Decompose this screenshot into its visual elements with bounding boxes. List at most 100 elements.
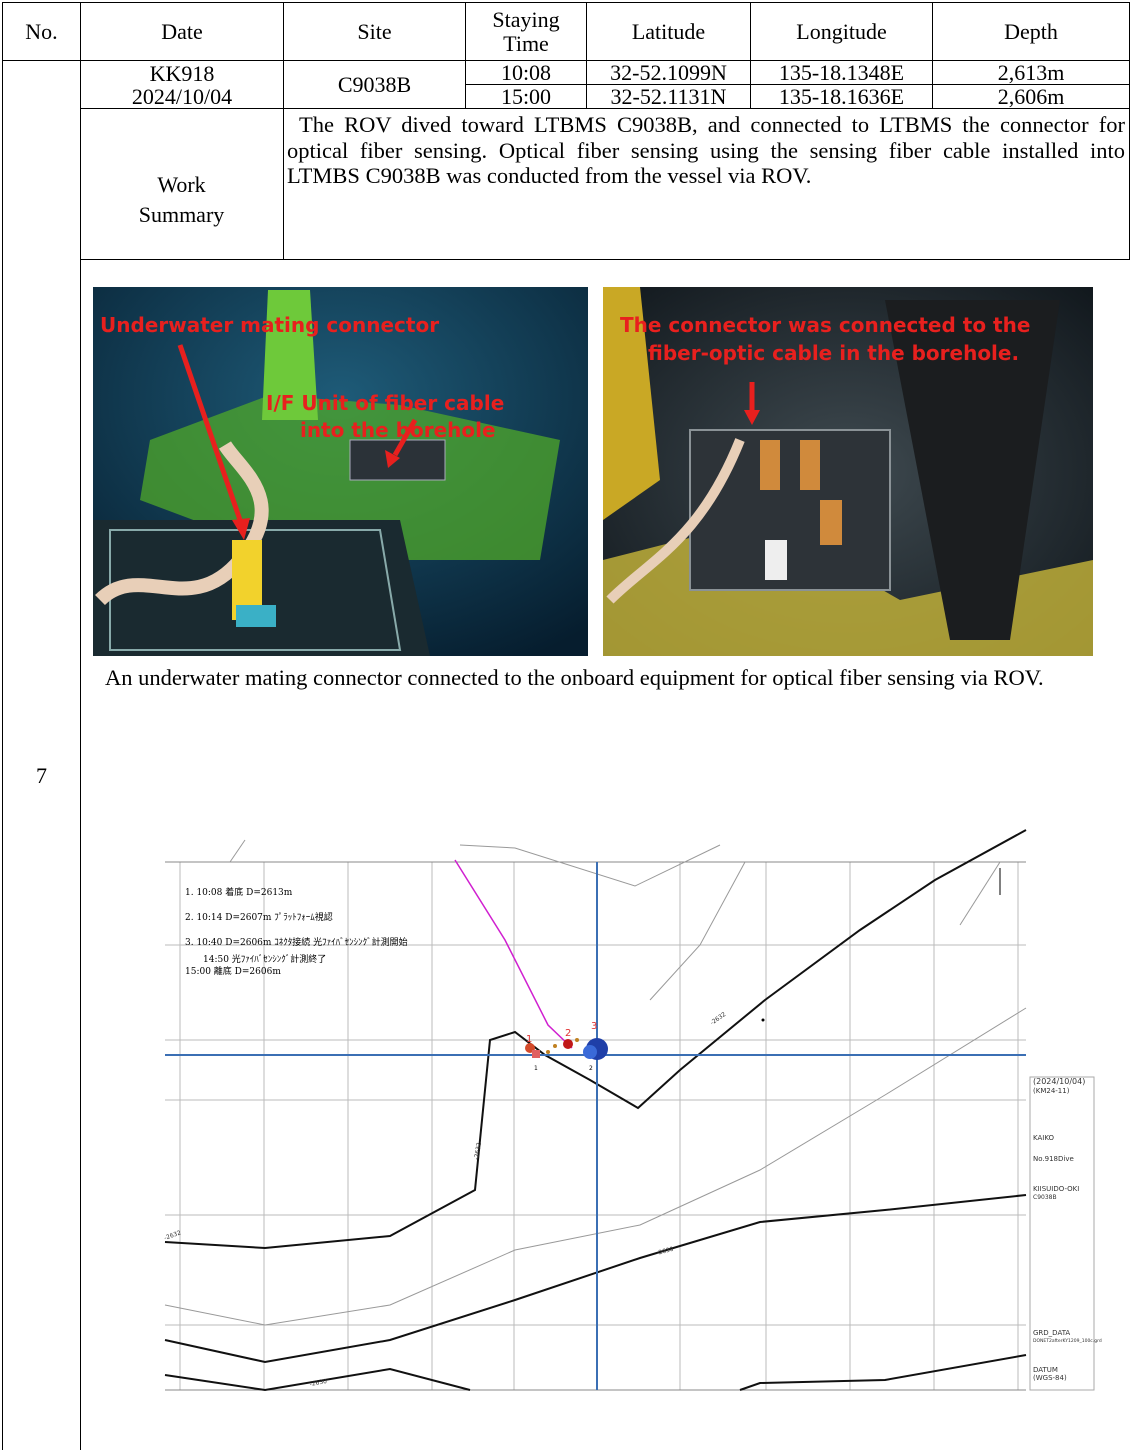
rule bbox=[80, 2, 81, 1450]
row-number: 7 bbox=[36, 762, 47, 788]
photo-label: fiber-optic cable in the borehole. bbox=[648, 341, 1019, 365]
shape bbox=[649, 861, 746, 1001]
shape bbox=[232, 518, 250, 540]
shape bbox=[760, 440, 780, 490]
legend-text: C9038B bbox=[1033, 1194, 1057, 1201]
shape bbox=[229, 839, 246, 863]
time: 15:00 bbox=[500, 84, 552, 109]
rule bbox=[80, 108, 1130, 109]
legend-box bbox=[1029, 1076, 1095, 1391]
rule bbox=[932, 2, 933, 108]
shape bbox=[765, 540, 787, 580]
map-note: 14:50 光ﾌｧｲﾊﾞｾﾝｼﾝｸﾞ計測終了 bbox=[203, 953, 326, 965]
rule bbox=[80, 259, 1130, 260]
shape bbox=[164, 1007, 1027, 1326]
contour-labels: -2632 -2632 -2632 -2630 -2630 bbox=[163, 1011, 727, 1388]
legend-text: (KM24-11) bbox=[1033, 1087, 1070, 1095]
shape bbox=[606, 438, 745, 604]
photo-label: into the borehole bbox=[300, 418, 496, 442]
map-note: 1. 10:08 着底 D=2613m bbox=[185, 886, 293, 898]
header-cell: No. bbox=[25, 19, 58, 44]
summary-label: Work Summary bbox=[138, 172, 225, 227]
contour-minor bbox=[164, 839, 1027, 1326]
shape bbox=[109, 529, 402, 651]
shape bbox=[603, 287, 660, 520]
depth: 2,606m bbox=[997, 84, 1065, 109]
legend-text: (WGS-84) bbox=[1033, 1374, 1067, 1382]
summary-text: The ROV dived toward LTBMS C9038B, and c… bbox=[287, 112, 1125, 188]
header-cell: Site bbox=[357, 19, 392, 44]
rule bbox=[1129, 2, 1130, 259]
longitude: 135-18.1636E bbox=[778, 84, 905, 109]
map-note: 3. 10:40 D=2606m ｺﾈｸﾀ接続 光ﾌｧｲﾊﾞｾﾝｼﾝｸﾞ計測開始 bbox=[185, 936, 408, 948]
photo-right: The connector was connected to the fiber… bbox=[603, 287, 1093, 656]
shape bbox=[885, 300, 1060, 640]
marker-label: 2 bbox=[589, 1065, 593, 1072]
shape bbox=[553, 1044, 557, 1048]
rule bbox=[2, 60, 1130, 61]
map-legend: (2024/10/04) (KM24-11) KAIKO No.918Dive … bbox=[1033, 1077, 1102, 1382]
legend-text: No.918Dive bbox=[1033, 1155, 1074, 1163]
shape bbox=[959, 861, 1001, 926]
header-cell: Longitude bbox=[796, 19, 887, 44]
map-note: 2. 10:14 D=2607m ﾌﾟﾗｯﾄﾌｫｰﾑ視認 bbox=[185, 911, 333, 923]
depth: 2,613m bbox=[997, 60, 1065, 85]
time: 10:08 bbox=[500, 60, 552, 85]
shape bbox=[392, 418, 418, 457]
contour-label: -2632 bbox=[473, 1142, 483, 1161]
cruise: KK918 bbox=[149, 60, 215, 86]
shape bbox=[164, 1367, 471, 1392]
shape bbox=[739, 1354, 1027, 1391]
shape bbox=[583, 1045, 597, 1059]
shape bbox=[546, 1050, 550, 1054]
legend-text: GRD_DATA bbox=[1033, 1329, 1070, 1337]
shape bbox=[820, 500, 842, 545]
photo-label: The connector was connected to the bbox=[620, 313, 1030, 337]
contour-label: -2632 bbox=[709, 1011, 727, 1027]
map: 1 2 3 1 2 1. 10:08 着底 D=2613m 2. 10:14 D… bbox=[163, 829, 1102, 1392]
rule bbox=[2, 2, 3, 1450]
site: C9038B bbox=[337, 72, 412, 97]
legend-text: DONET2afterKY1209_100c.grd bbox=[1033, 1338, 1102, 1344]
shape bbox=[563, 1039, 573, 1049]
photo-label: I/F Unit of fiber cable bbox=[266, 391, 504, 415]
legend-text: KIISUIDO-OKI bbox=[1033, 1185, 1079, 1193]
longitude: 135-18.1348E bbox=[778, 60, 905, 85]
shape bbox=[459, 844, 721, 887]
legend-text: DATUM bbox=[1033, 1366, 1058, 1374]
header-cell: Date bbox=[161, 19, 203, 44]
shape bbox=[800, 440, 820, 490]
map-note: 15:00 離底 D=2606m bbox=[185, 965, 281, 977]
contour-major bbox=[164, 829, 1027, 1392]
marker-label: 1 bbox=[526, 1034, 532, 1045]
photo-left: Underwater mating connector I/F Unit of … bbox=[93, 287, 588, 656]
contour-label: -2630 bbox=[309, 1378, 328, 1388]
shape bbox=[761, 1018, 765, 1022]
latitude: 32-52.1131N bbox=[610, 84, 727, 109]
shape bbox=[164, 829, 1027, 1250]
shape bbox=[744, 410, 760, 425]
latitude: 32-52.1099N bbox=[610, 60, 727, 85]
shape bbox=[236, 605, 276, 627]
shape bbox=[689, 429, 891, 591]
header-cell: Depth bbox=[1004, 19, 1058, 44]
contour-label: -2630 bbox=[656, 1246, 675, 1257]
shape bbox=[164, 1194, 1027, 1364]
date: 2024/10/04 bbox=[131, 83, 233, 109]
header-cell: Latitude bbox=[631, 19, 706, 44]
rov-track bbox=[454, 859, 573, 1049]
contour-label: -2632 bbox=[163, 1229, 182, 1242]
marker-label: 1 bbox=[534, 1065, 538, 1072]
rule bbox=[283, 2, 284, 259]
shape bbox=[385, 450, 400, 468]
marker-label: 2 bbox=[565, 1028, 571, 1039]
marker-label: 3 bbox=[591, 1021, 597, 1032]
rule bbox=[2, 2, 1130, 3]
shape bbox=[575, 1038, 579, 1042]
header-cell: Staying Time bbox=[492, 6, 560, 56]
rule bbox=[750, 2, 751, 108]
rule bbox=[465, 2, 466, 108]
